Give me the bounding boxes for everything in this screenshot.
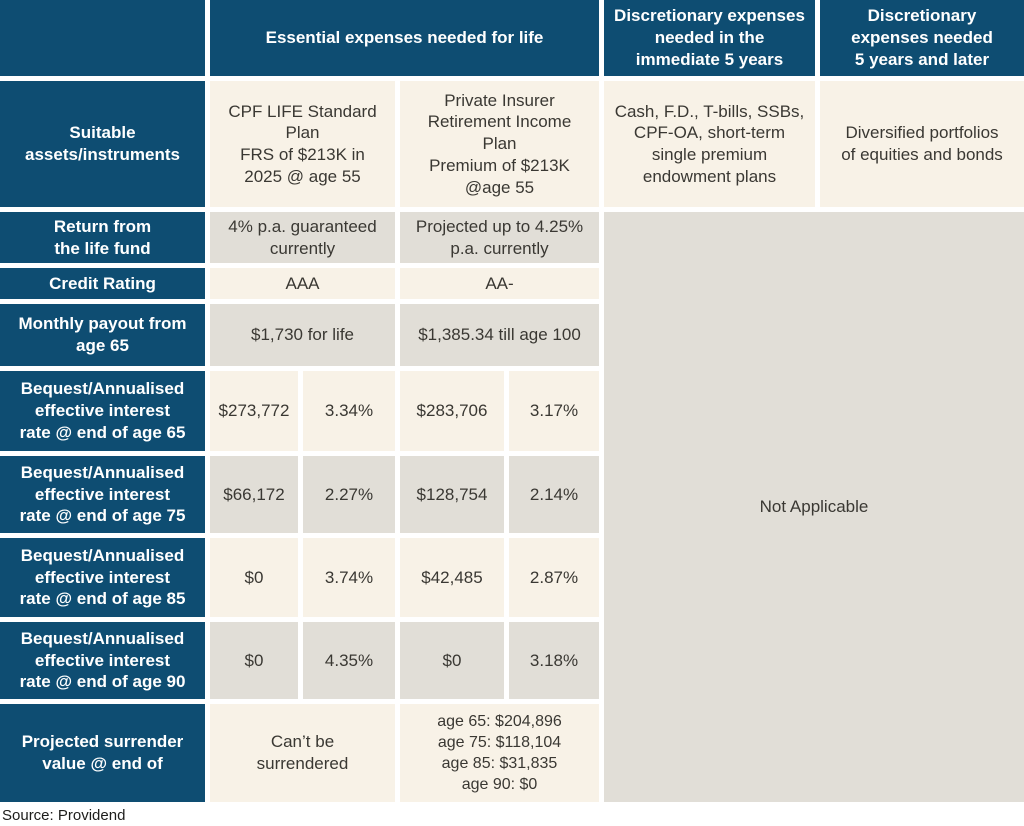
row-label-bequest-age-85: Bequest/Annualised effective interest ra… [0, 538, 205, 617]
cell-bequest-90-cpf-rate: 4.35% [303, 622, 395, 699]
row-label-return-life-fund: Return from the life fund [0, 212, 205, 263]
cell-not-applicable: Not Applicable [604, 212, 1024, 802]
cell-suitable-discretionary-immediate: Cash, F.D., T-bills, SSBs, CPF-OA, short… [604, 81, 815, 207]
cell-bequest-65-private-amount: $283,706 [400, 371, 504, 451]
cell-bequest-90-cpf-amount: $0 [210, 622, 298, 699]
cell-monthly-payout-private-insurer: $1,385.34 till age 100 [400, 304, 599, 366]
cell-bequest-75-cpf-amount: $66,172 [210, 456, 298, 533]
cell-bequest-75-cpf-rate: 2.27% [303, 456, 395, 533]
retirement-comparison-table: Essential expenses needed for life Discr… [0, 0, 1024, 802]
cell-suitable-private-insurer: Private Insurer Retirement Income Plan P… [400, 81, 599, 207]
row-label-bequest-age-75: Bequest/Annualised effective interest ra… [0, 456, 205, 533]
header-discretionary-later: Discretionary expenses needed 5 years an… [820, 0, 1024, 76]
cell-bequest-85-cpf-rate: 3.74% [303, 538, 395, 617]
cell-bequest-85-private-amount: $42,485 [400, 538, 504, 617]
cell-bequest-75-private-amount: $128,754 [400, 456, 504, 533]
cell-bequest-65-cpf-amount: $273,772 [210, 371, 298, 451]
row-label-credit-rating: Credit Rating [0, 268, 205, 299]
row-label-bequest-age-90: Bequest/Annualised effective interest ra… [0, 622, 205, 699]
cell-credit-rating-cpf-life: AAA [210, 268, 395, 299]
source-attribution: Source: Providend [2, 807, 126, 824]
cell-return-cpf-life: 4% p.a. guaranteed currently [210, 212, 395, 263]
cell-bequest-65-cpf-rate: 3.34% [303, 371, 395, 451]
row-label-surrender-value: Projected surrender value @ end of [0, 704, 205, 802]
cell-bequest-85-cpf-amount: $0 [210, 538, 298, 617]
cell-bequest-65-private-rate: 3.17% [509, 371, 599, 451]
cell-surrender-cpf-life: Can’t be surrendered [210, 704, 395, 802]
row-label-monthly-payout: Monthly payout from age 65 [0, 304, 205, 366]
cell-surrender-private-insurer: age 65: $204,896 age 75: $118,104 age 85… [400, 704, 599, 802]
row-label-suitable-assets: Suitable assets/instruments [0, 81, 205, 207]
header-discretionary-immediate: Discretionary expenses needed in the imm… [604, 0, 815, 76]
corner-header-cell [0, 0, 205, 76]
cell-credit-rating-private-insurer: AA- [400, 268, 599, 299]
cell-bequest-75-private-rate: 2.14% [509, 456, 599, 533]
cell-bequest-90-private-rate: 3.18% [509, 622, 599, 699]
cell-suitable-discretionary-later: Diversified portfolios of equities and b… [820, 81, 1024, 207]
cell-suitable-cpf-life: CPF LIFE Standard Plan FRS of $213K in 2… [210, 81, 395, 207]
cell-bequest-85-private-rate: 2.87% [509, 538, 599, 617]
row-label-bequest-age-65: Bequest/Annualised effective interest ra… [0, 371, 205, 451]
cell-bequest-90-private-amount: $0 [400, 622, 504, 699]
header-essential-expenses: Essential expenses needed for life [210, 0, 599, 76]
cell-monthly-payout-cpf-life: $1,730 for life [210, 304, 395, 366]
cell-return-private-insurer: Projected up to 4.25% p.a. currently [400, 212, 599, 263]
